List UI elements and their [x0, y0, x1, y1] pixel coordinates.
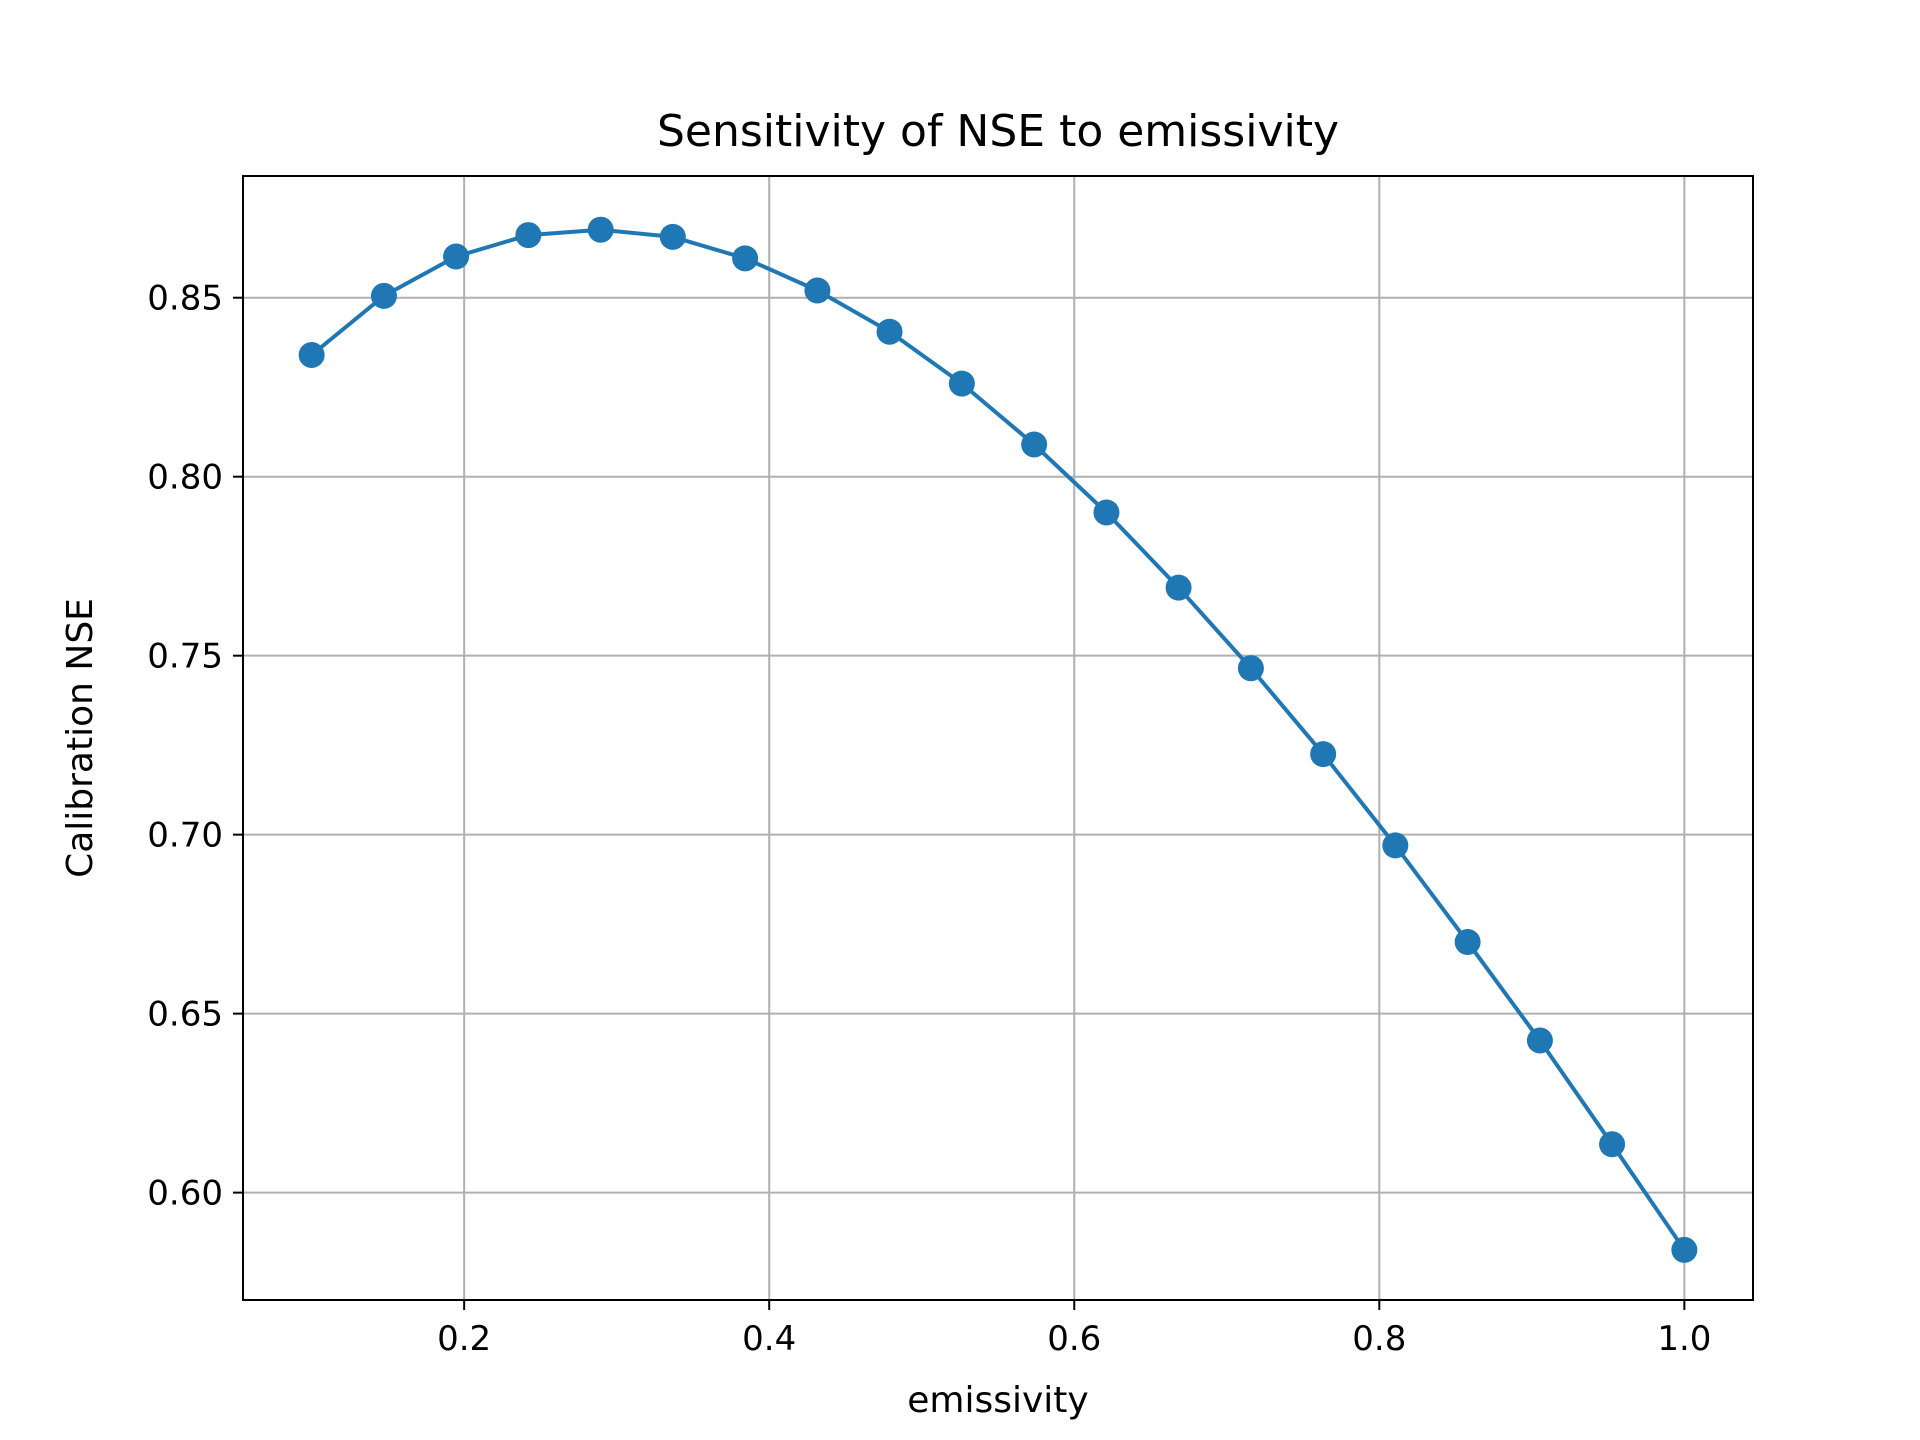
data-point: [1093, 499, 1120, 526]
y-tick-label: 0.65: [147, 995, 223, 1035]
grid-lines: [243, 176, 1753, 1300]
x-axis-title: emissivity: [907, 1380, 1088, 1421]
x-tick-label: 1.0: [1657, 1319, 1711, 1359]
data-point: [876, 318, 903, 345]
data-point: [732, 245, 759, 272]
x-tick-label: 0.8: [1352, 1319, 1406, 1359]
data-point: [1237, 655, 1264, 682]
data-point: [298, 341, 325, 368]
data-point: [1310, 741, 1337, 768]
x-tick-label: 0.6: [1047, 1319, 1101, 1359]
x-tick-label: 0.4: [742, 1319, 796, 1359]
data-point: [659, 223, 686, 250]
y-tick-label: 0.60: [147, 1174, 223, 1214]
chart-title: Sensitivity of NSE to emissivity: [657, 106, 1339, 157]
data-point: [804, 277, 831, 304]
y-tick-label: 0.85: [147, 279, 223, 319]
y-axis-title: Calibration NSE: [60, 598, 101, 878]
data-point: [587, 216, 614, 243]
data-point: [370, 282, 397, 309]
data-point: [1671, 1236, 1698, 1263]
data-series: [298, 216, 1698, 1263]
y-tick-label: 0.80: [147, 458, 223, 498]
x-tick-label: 0.2: [437, 1319, 491, 1359]
y-tick-label: 0.70: [147, 816, 223, 856]
data-point: [515, 222, 542, 249]
data-point: [1165, 574, 1192, 601]
data-point: [1599, 1131, 1626, 1158]
data-point: [948, 370, 975, 397]
tick-marks: 0.2 0.4 0.6 0.8 1.0 0.60 0.65 0.70 0.75 0.80 0.85: [147, 279, 1711, 1359]
data-point: [1526, 1027, 1553, 1054]
data-point: [1454, 929, 1481, 956]
data-point: [443, 243, 470, 270]
data-point: [1021, 431, 1048, 458]
axes-frame: [242, 175, 1754, 1301]
y-tick-label: 0.75: [147, 637, 223, 677]
data-point: [1382, 832, 1409, 859]
